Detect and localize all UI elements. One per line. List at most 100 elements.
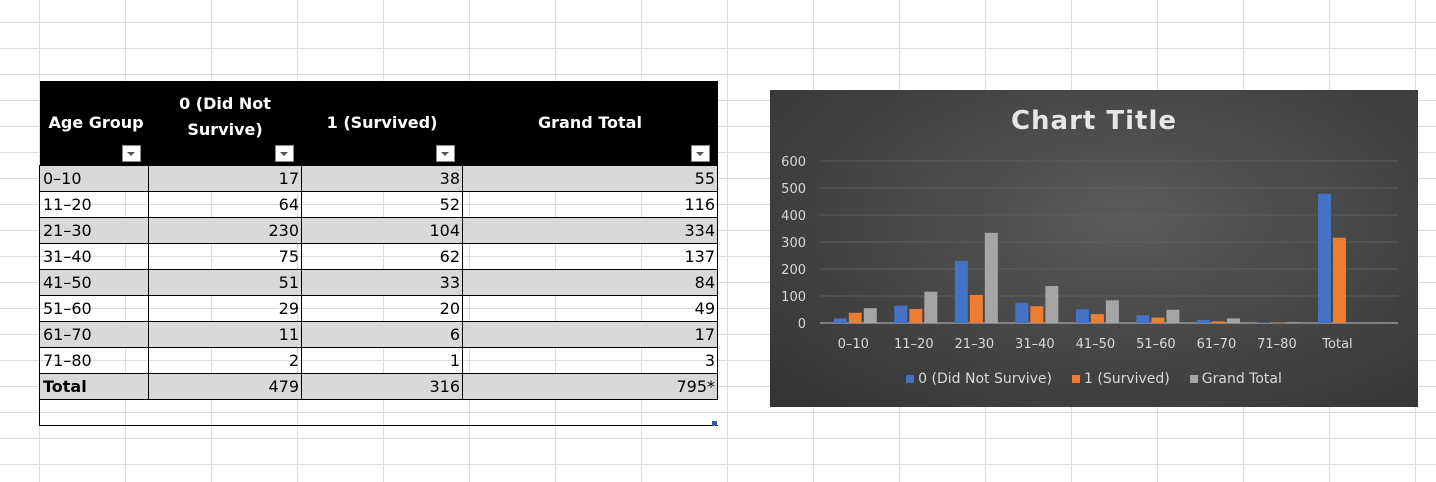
x-tick-label: Total xyxy=(1321,337,1352,352)
value-cell[interactable]: 20 xyxy=(301,295,463,322)
value-cell[interactable]: 334 xyxy=(462,217,718,244)
row-label-cell[interactable]: 31–40 xyxy=(39,243,149,270)
row-label-cell[interactable]: 21–30 xyxy=(39,217,149,244)
legend-label: Grand Total xyxy=(1201,371,1282,387)
table-row: 11–20 64 52 116 xyxy=(39,191,718,218)
legend-item[interactable]: 1 (Survived) xyxy=(1072,371,1170,387)
value-cell[interactable]: 51 xyxy=(148,269,302,296)
x-tick-label: 71–80 xyxy=(1257,337,1297,352)
chart-bar[interactable] xyxy=(848,312,862,323)
chart-bar[interactable] xyxy=(1317,193,1331,323)
value-cell[interactable]: 2 xyxy=(148,347,302,374)
chart-bar[interactable] xyxy=(863,308,877,323)
chart-bar[interactable] xyxy=(1257,322,1271,323)
legend-item[interactable]: 0 (Did Not Survive) xyxy=(906,371,1052,387)
row-label-cell[interactable]: 11–20 xyxy=(39,191,149,218)
chart-bar[interactable] xyxy=(924,291,938,323)
filter-dropdown-icon[interactable] xyxy=(435,145,455,162)
value-cell[interactable]: 137 xyxy=(462,243,718,270)
value-cell[interactable]: 316 xyxy=(301,373,463,400)
y-tick-label: 500 xyxy=(781,182,806,197)
x-tick-label: 51–60 xyxy=(1136,337,1176,352)
header-row: Age Group 0 (Did Not Survive) 1 (Survive… xyxy=(39,81,718,166)
row-label-cell[interactable]: 71–80 xyxy=(39,347,149,374)
row-label-cell[interactable]: 61–70 xyxy=(39,321,149,348)
header-survived[interactable]: 1 (Survived) xyxy=(301,81,463,166)
chart-bar[interactable] xyxy=(1090,314,1104,323)
table-row: 61–70 11 6 17 xyxy=(39,321,718,348)
value-cell[interactable]: 38 xyxy=(301,165,463,192)
table-row: 31–40 75 62 137 xyxy=(39,243,718,270)
row-label-cell[interactable]: 0–10 xyxy=(39,165,149,192)
chart-bar[interactable] xyxy=(1332,237,1346,323)
header-label: Grand Total xyxy=(538,113,642,132)
value-cell[interactable]: 84 xyxy=(462,269,718,296)
value-cell[interactable]: 3 xyxy=(462,347,718,374)
legend-swatch xyxy=(1072,375,1080,383)
value-cell[interactable]: 33 xyxy=(301,269,463,296)
row-label-cell[interactable]: 51–60 xyxy=(39,295,149,322)
value-cell[interactable]: 11 xyxy=(148,321,302,348)
chart-bar[interactable] xyxy=(909,308,923,323)
chart-bar[interactable] xyxy=(1075,309,1089,323)
chart[interactable]: Chart Title 0 100 200 300 400 500 600 0–10 11–20… xyxy=(770,90,1418,407)
row-label-cell[interactable]: 41–50 xyxy=(39,269,149,296)
value-cell[interactable]: 29 xyxy=(148,295,302,322)
value-cell[interactable]: 17 xyxy=(462,321,718,348)
chart-bar[interactable] xyxy=(969,294,983,323)
chart-bar[interactable] xyxy=(1105,300,1119,323)
chart-bar[interactable] xyxy=(954,260,968,323)
header-label: 0 (Did Not Survive) xyxy=(179,94,271,139)
chart-bar[interactable] xyxy=(1015,302,1029,323)
filter-dropdown-icon[interactable] xyxy=(274,145,294,162)
legend-item[interactable]: Grand Total xyxy=(1189,371,1282,387)
table-row: 51–60 29 20 49 xyxy=(39,295,718,322)
value-cell[interactable]: 479 xyxy=(148,373,302,400)
x-tick-label: 21–30 xyxy=(955,337,995,352)
value-cell[interactable]: 1 xyxy=(301,347,463,374)
selection-fill-handle[interactable] xyxy=(712,421,717,426)
value-cell[interactable]: 230 xyxy=(148,217,302,244)
filter-dropdown-icon[interactable] xyxy=(121,145,141,162)
legend-label: 1 (Survived) xyxy=(1084,371,1170,387)
value-cell[interactable]: 55 xyxy=(462,165,718,192)
chart-bar[interactable] xyxy=(1030,306,1044,323)
value-cell[interactable]: 52 xyxy=(301,191,463,218)
header-age-group[interactable]: Age Group xyxy=(39,81,149,166)
value-cell[interactable]: 62 xyxy=(301,243,463,270)
chart-bar[interactable] xyxy=(1211,321,1225,323)
row-label-cell[interactable]: Total xyxy=(39,373,149,400)
chart-bar[interactable] xyxy=(1226,318,1240,323)
value-cell[interactable]: 17 xyxy=(148,165,302,192)
chart-bar[interactable] xyxy=(1045,286,1059,323)
table-row: 41–50 51 33 84 xyxy=(39,269,718,296)
header-did-not-survive[interactable]: 0 (Did Not Survive) xyxy=(148,81,302,166)
header-grand-total[interactable]: Grand Total xyxy=(462,81,718,166)
chart-bar[interactable] xyxy=(1136,315,1150,323)
chart-bar[interactable] xyxy=(984,232,998,323)
chart-bar[interactable] xyxy=(1151,317,1165,323)
blank-cell[interactable] xyxy=(39,399,718,426)
value-cell[interactable]: 49 xyxy=(462,295,718,322)
value-cell[interactable]: 104 xyxy=(301,217,463,244)
total-row: Total 479 316 795* xyxy=(39,373,718,400)
chart-bar[interactable] xyxy=(833,318,847,323)
filter-dropdown-icon[interactable] xyxy=(690,145,710,162)
chart-bar[interactable] xyxy=(1287,322,1301,323)
chart-title[interactable]: Chart Title xyxy=(1010,106,1178,136)
value-cell[interactable]: 75 xyxy=(148,243,302,270)
x-tick-label: 41–50 xyxy=(1076,337,1116,352)
y-tick-label: 300 xyxy=(781,236,806,251)
value-cell[interactable]: 64 xyxy=(148,191,302,218)
chart-bar[interactable] xyxy=(1196,320,1210,323)
x-tick-label: 0–10 xyxy=(838,337,869,352)
value-cell[interactable]: 116 xyxy=(462,191,718,218)
value-cell[interactable]: 795* xyxy=(462,373,718,400)
chart-bar[interactable] xyxy=(894,305,908,323)
blank-row xyxy=(39,399,718,426)
chart-bar[interactable] xyxy=(1272,322,1286,324)
chart-bar[interactable] xyxy=(1166,309,1180,323)
chart-legend[interactable]: 0 (Did Not Survive) 1 (Survived) Grand Tot… xyxy=(770,371,1418,387)
value-cell[interactable]: 6 xyxy=(301,321,463,348)
x-tick-label: 61–70 xyxy=(1197,337,1237,352)
